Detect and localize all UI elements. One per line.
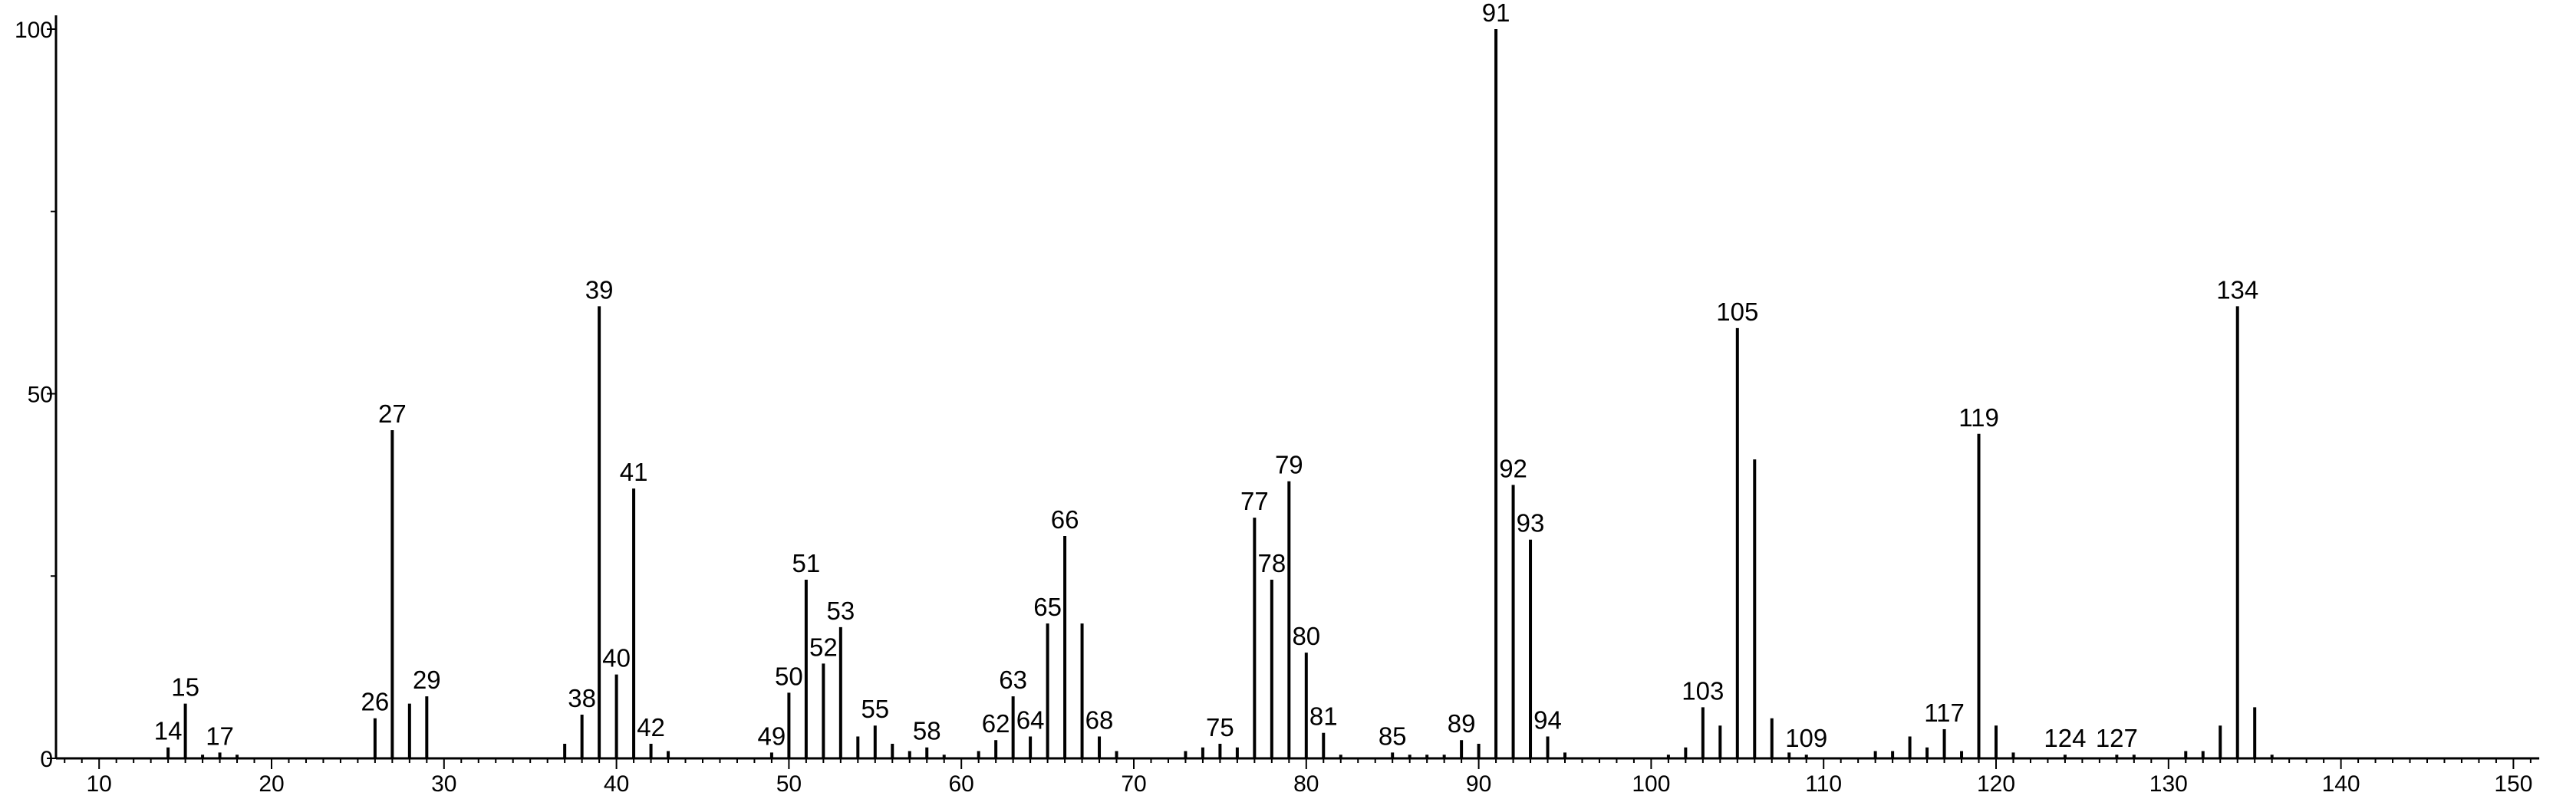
peak-label: 79 [1275,451,1303,479]
peak-label: 50 [775,662,803,690]
x-tick-label: 10 [87,771,112,797]
peak-label: 93 [1517,509,1545,538]
peak-label: 92 [1499,454,1527,482]
x-tick-label: 120 [1977,771,2015,797]
peak-label: 27 [378,400,407,428]
peak-label: 40 [602,644,631,672]
peak-label: 65 [1033,593,1062,621]
peak-label: 89 [1448,709,1476,738]
x-tick-label: 150 [2494,771,2532,797]
peak-label: 94 [1533,705,1562,734]
peak-label: 51 [792,549,821,577]
peak-label: 38 [568,684,596,712]
x-tick-label: 30 [431,771,456,797]
peak-label: 127 [2096,724,2138,752]
x-tick-label: 80 [1293,771,1319,797]
peak-label: 41 [620,458,648,486]
x-tick-label: 50 [776,771,802,797]
peak-label: 80 [1292,622,1320,650]
x-tick-label: 110 [1805,771,1842,797]
axes: 10 20 30 40 50 60 70 80 90 100 110 120 130 140 150 0 50 1… [15,15,2540,797]
peak-label: 64 [1016,705,1045,734]
peak-label: 119 [1958,403,1999,432]
x-tick-label: 70 [1121,771,1146,797]
peak-label: 78 [1257,549,1286,577]
x-tick-label: 140 [2322,771,2360,797]
peak-label: 53 [826,597,855,625]
peak-label: 42 [637,713,665,741]
peak-label: 15 [171,673,199,702]
peak-label: 124 [2044,724,2086,752]
peak-label: 17 [206,722,234,750]
peak-label: 49 [758,722,786,750]
x-tick-label: 130 [2149,771,2188,797]
peak-label: 103 [1682,676,1724,705]
peak-label: 134 [2216,275,2258,304]
peak-label: 39 [585,275,614,304]
peak-label: 91 [1482,0,1510,27]
peak-label: 14 [154,717,183,745]
peak-label: 75 [1206,713,1234,741]
peak-label: 85 [1379,722,1407,750]
peak-bars [166,29,2274,758]
y-tick-label: 100 [15,18,53,43]
x-tick-label: 20 [259,771,284,797]
peak-label: 62 [982,709,1010,738]
peak-label: 52 [809,633,838,661]
y-tick-label: 50 [28,383,53,408]
x-tick-label: 90 [1466,771,1491,797]
y-tick-label: 0 [40,747,53,772]
peak-label: 66 [1051,505,1079,534]
peak-label: 105 [1716,298,1758,326]
x-tick-label: 100 [1632,771,1670,797]
x-tick-label: 60 [949,771,974,797]
peak-label: 81 [1309,702,1338,731]
peak-label: 68 [1085,705,1114,734]
peak-label: 29 [413,666,441,694]
peak-label: 77 [1240,487,1269,515]
x-tick-label: 40 [604,771,629,797]
peak-label: 58 [913,717,941,745]
peak-label: 55 [861,695,889,723]
peak-label: 63 [999,666,1027,694]
peak-label: 109 [1785,724,1827,752]
peak-label: 26 [361,688,390,716]
peak-label: 117 [1924,699,1965,727]
